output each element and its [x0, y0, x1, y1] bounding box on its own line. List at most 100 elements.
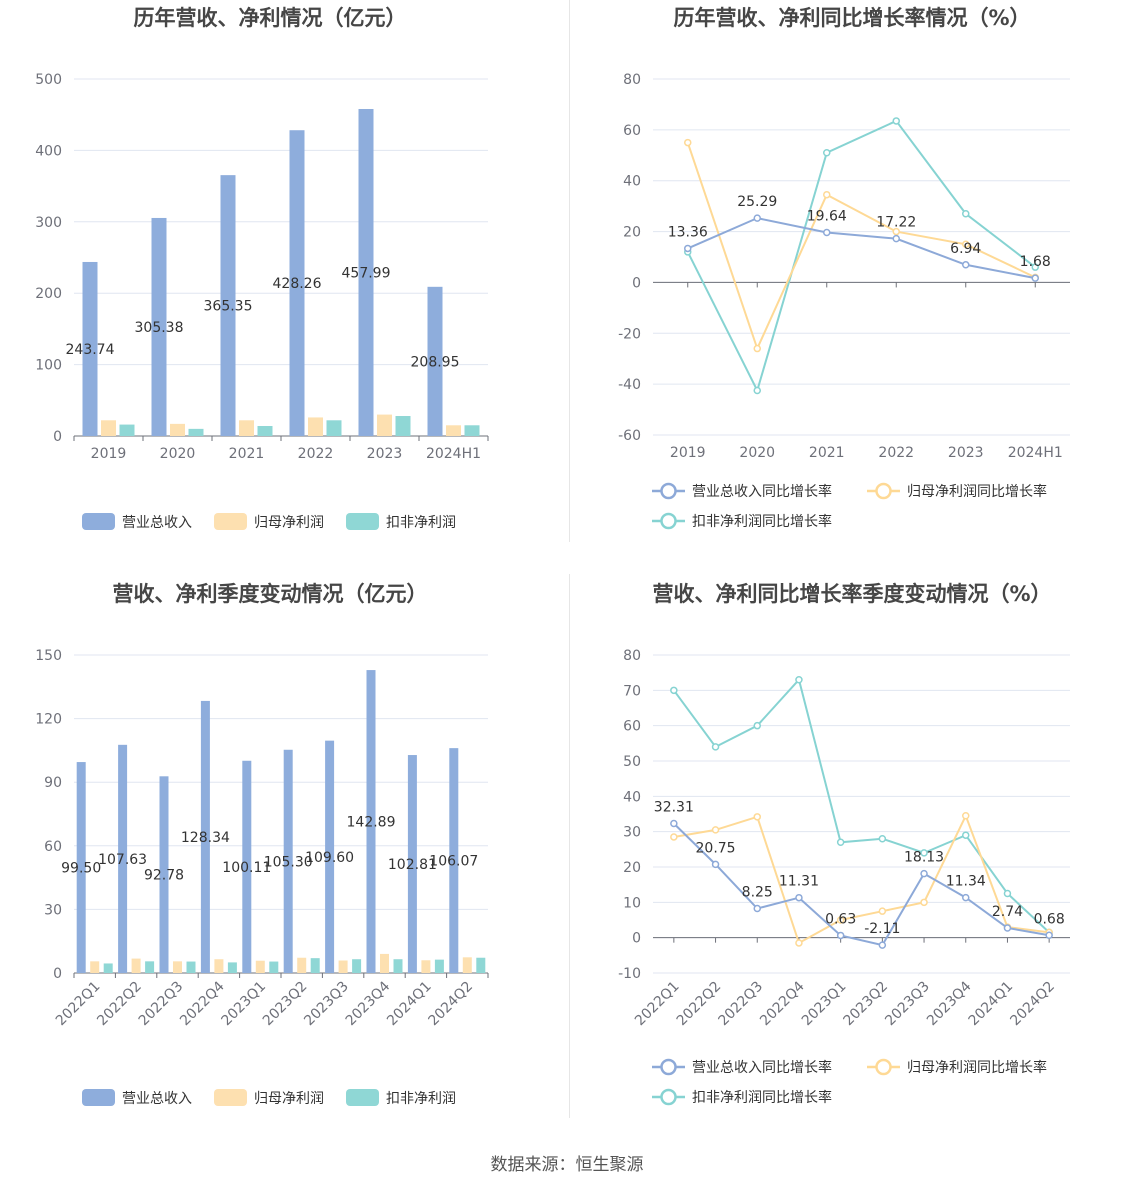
x-tick-label: 2022Q1	[53, 979, 104, 1030]
bar-deducted-profit	[188, 428, 204, 436]
y-tick-label: -20	[618, 326, 641, 342]
y-tick-label: 100	[35, 358, 62, 374]
data-point	[795, 893, 803, 902]
data-label: 243.74	[66, 342, 115, 358]
bar-net-profit	[421, 960, 431, 973]
y-tick-label: 70	[623, 683, 641, 699]
x-tick-label: 2022	[878, 445, 914, 461]
data-point	[753, 344, 761, 353]
y-tick-label: 90	[44, 775, 62, 791]
y-tick-label: 20	[623, 225, 641, 241]
y-tick-label: 0	[53, 966, 62, 982]
bar-net-profit	[101, 420, 116, 436]
y-tick-label: 200	[35, 286, 62, 302]
data-label: 1.68	[1020, 254, 1051, 270]
data-point	[1003, 889, 1012, 898]
legend-swatch	[82, 513, 115, 530]
x-tick-label: 2019	[670, 445, 706, 461]
bar-deducted-profit	[119, 424, 135, 436]
data-point	[962, 831, 970, 839]
legend-label: 扣非净利润	[386, 515, 456, 531]
bar-deducted-profit	[326, 420, 342, 436]
x-tick-label: 2024Q1	[966, 979, 1017, 1030]
quarterly-bar-chart: 营收、净利季度变动情况（亿元） 0 30 60 90 120 150 2022Q12022Q2…	[35, 582, 489, 1107]
bar-revenue	[242, 760, 252, 973]
y-tick-label: 400	[35, 143, 62, 159]
data-point	[962, 240, 970, 249]
bar-deducted-profit	[227, 962, 237, 973]
bar-net-profit	[462, 957, 472, 973]
divider-bottom	[569, 574, 570, 1118]
x-tick-label: 2023Q3	[882, 979, 933, 1030]
y-tick-label: 60	[44, 839, 62, 855]
y-tick-label: 150	[35, 648, 62, 664]
legend-label: 归母净利润同比增长率	[907, 1059, 1047, 1076]
bar-revenue	[76, 762, 86, 973]
data-point	[878, 941, 887, 949]
data-label: 0.63	[825, 911, 856, 927]
data-label: 106.07	[429, 854, 478, 870]
legend-label: 扣非净利润	[386, 1091, 456, 1107]
series-line	[686, 119, 1036, 394]
bar-deducted-profit	[393, 959, 403, 973]
data-point	[836, 916, 845, 924]
data-point	[753, 904, 761, 913]
data-label: 142.89	[347, 815, 396, 831]
data-point	[892, 234, 900, 243]
data-label: 18.13	[904, 850, 944, 866]
legend-label: 归母净利润	[254, 514, 324, 531]
data-label: 8.25	[742, 885, 773, 901]
y-tick-label: 30	[44, 902, 62, 918]
data-label: 107.63	[98, 852, 147, 868]
annual-bar-panel: 历年营收、净利情况（亿元） 0 100 200 300 400 500 2019 2020 202…	[0, 0, 567, 570]
data-label: 19.64	[807, 208, 847, 224]
series-line	[673, 822, 1050, 947]
y-tick-label: 60	[623, 719, 641, 735]
y-tick-label: 50	[623, 754, 641, 770]
data-point	[684, 138, 692, 147]
data-label: 6.94	[950, 241, 981, 257]
data-point	[1031, 274, 1039, 282]
data-label: 11.31	[779, 874, 819, 890]
legend-marker	[660, 512, 677, 530]
annual-bar-chart: 历年营收、净利情况（亿元） 0 100 200 300 400 500 2019 2020 202…	[35, 6, 489, 531]
data-point	[753, 721, 761, 730]
data-point	[920, 869, 928, 878]
x-tick-label: 2021	[809, 445, 845, 461]
legend-label: 扣非净利润同比增长率	[692, 1089, 832, 1106]
data-point	[684, 244, 692, 253]
data-point	[670, 833, 678, 841]
data-point	[892, 227, 900, 236]
data-label: 2.74	[992, 904, 1023, 920]
bar-net-profit	[173, 961, 182, 973]
data-point	[753, 214, 761, 222]
data-point	[878, 907, 887, 915]
bar-revenue	[118, 744, 128, 973]
bar-net-profit	[255, 960, 265, 973]
x-tick-label: 2022	[298, 446, 334, 462]
bar-net-profit	[131, 958, 141, 973]
bar-deducted-profit	[434, 959, 444, 973]
bar-net-profit	[446, 425, 461, 436]
data-label: 32.31	[654, 800, 694, 816]
data-point	[753, 813, 761, 821]
data-point	[711, 826, 720, 834]
y-tick-label: 300	[35, 215, 62, 231]
bar-revenue	[283, 749, 293, 973]
x-tick-label: 2020	[739, 445, 775, 461]
bar-revenue	[82, 261, 98, 436]
x-tick-label: 2022Q3	[715, 979, 766, 1030]
data-point	[823, 148, 831, 157]
legend-marker	[875, 1058, 892, 1076]
data-label: 128.34	[181, 830, 230, 846]
series-line	[673, 677, 1050, 934]
chart-title: 营收、净利同比增长率季度变动情况（%）	[652, 582, 1051, 606]
y-tick-label: -60	[618, 428, 641, 444]
data-label: 100.11	[222, 860, 271, 876]
y-tick-label: 20	[623, 860, 641, 876]
y-tick-label: -10	[618, 966, 641, 982]
legend-label: 营业总收入	[122, 1091, 192, 1107]
bar-net-profit	[380, 953, 389, 973]
chart-title: 历年营收、净利同比增长率情况（%）	[673, 6, 1030, 30]
data-point	[962, 261, 970, 269]
